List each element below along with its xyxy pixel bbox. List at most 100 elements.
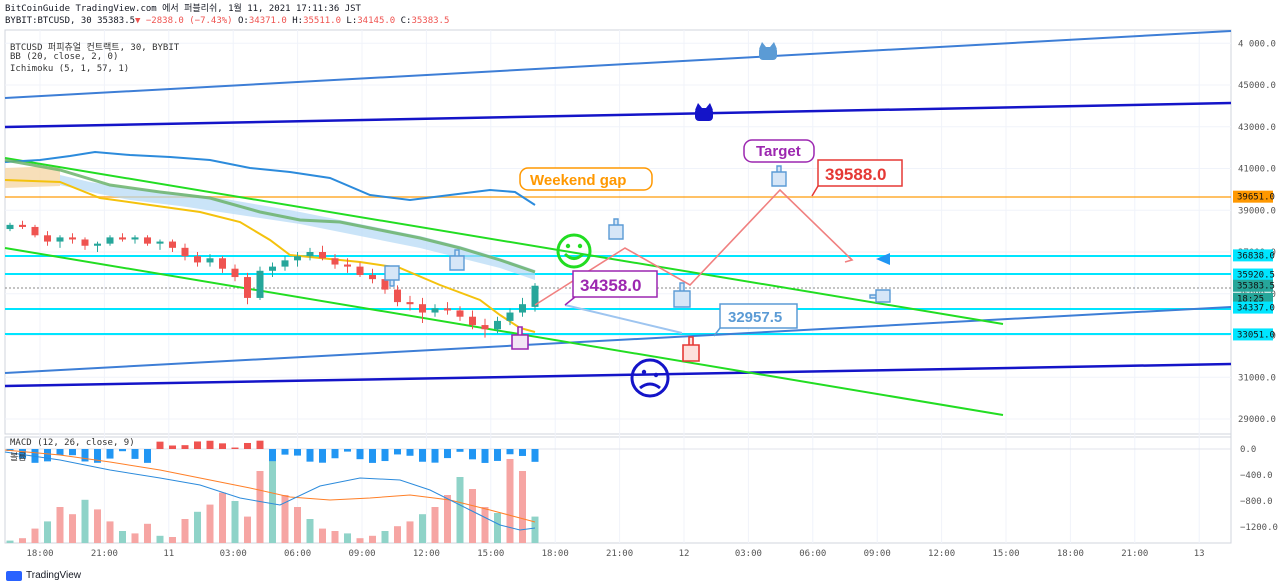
price-32957-callout[interactable]: 32957.5: [719, 303, 798, 329]
legend-symbol: BTCUSD 퍼피츄얼 컨트랙트, 30, BYBIT: [10, 43, 180, 53]
volume-bar: [331, 531, 339, 543]
time-tick: 09:00: [864, 549, 891, 559]
time-tick: 15:00: [477, 549, 504, 559]
macd-hist-bar: [56, 449, 64, 456]
candle-body: [531, 285, 539, 307]
hand-pointer-icon-2: [449, 249, 465, 271]
moving-average: [4, 179, 536, 333]
target-price-callout[interactable]: 39588.0: [817, 159, 903, 187]
price-tick: 45000.0: [1238, 81, 1276, 91]
price-label-badge: 35383.5: [1233, 279, 1275, 292]
macd-hist-bar: [206, 440, 214, 449]
macd-hist-bar: [119, 449, 126, 452]
volume-bar: [519, 471, 526, 543]
target-label: Target: [756, 143, 801, 160]
price-tick: 31000.0: [1238, 373, 1276, 383]
macd-histogram: [6, 440, 539, 543]
tradingview-logo[interactable]: TradingView: [6, 570, 81, 581]
time-tick: 12: [679, 549, 690, 559]
candle-body: [356, 266, 364, 275]
price-tick: 43000.0: [1238, 123, 1276, 133]
macd-hist-bar: [281, 449, 289, 455]
candle-body: [269, 266, 276, 271]
price-34358-callout[interactable]: 34358.0: [572, 270, 658, 298]
volume-bar: [219, 492, 226, 543]
macd-hist-bar: [406, 449, 414, 456]
macd-hist-bar: [306, 449, 314, 462]
c-label: C:: [400, 16, 412, 26]
candle-body: [469, 316, 476, 326]
time-tick: 03:00: [220, 549, 247, 559]
volume-bar: [406, 521, 414, 543]
candle-body: [144, 237, 151, 244]
candle-body: [106, 237, 114, 244]
candle-body: [406, 302, 414, 305]
macd-hist-bar: [144, 449, 151, 463]
purple-hand-pointer-icon: [511, 326, 529, 350]
price-tick: 29000.0: [1238, 415, 1276, 425]
arrow-to-32957: [564, 304, 683, 334]
macd-hist-bar: [506, 449, 514, 455]
macd-hist-bar: [531, 449, 539, 462]
green-lower-line[interactable]: [4, 247, 1004, 416]
volume-bar: [394, 526, 401, 543]
candle-body: [219, 258, 226, 269]
weekend-gap-callout[interactable]: Weekend gap: [519, 167, 653, 191]
hand-pointer-icon-3: [384, 265, 400, 287]
macd-hist-bar: [106, 449, 114, 459]
macd-hist-bar: [444, 449, 451, 459]
macd-hist-bar: [231, 447, 239, 449]
macd-hist-bar: [19, 449, 26, 459]
green-upper-line[interactable]: [4, 157, 1004, 325]
candles: [6, 220, 539, 338]
macd-hist-bar: [356, 449, 364, 460]
macd-hist-bar: [369, 449, 376, 463]
time-tick: 09:00: [348, 549, 375, 559]
time-tick: 12:00: [928, 549, 955, 559]
volume-bar: [506, 459, 514, 543]
tradingview-logo-text: TradingView: [26, 570, 82, 581]
macd-tick: −800.0: [1240, 497, 1273, 507]
channel-bottom-line[interactable]: [4, 306, 1232, 374]
dark-blue-top-line[interactable]: [4, 101, 1232, 129]
time-tick: 21:00: [91, 549, 118, 559]
volume-bar: [419, 514, 426, 543]
macd-pane[interactable]: [4, 436, 1232, 544]
volume-bar: [306, 519, 314, 543]
volume-bar: [181, 519, 189, 543]
candle-body: [381, 279, 389, 290]
macd-hist-bar: [419, 449, 426, 462]
time-tick: 18:00: [26, 549, 53, 559]
candle-body: [419, 304, 426, 313]
time-tick: 12:00: [413, 549, 440, 559]
o-label: O:: [238, 16, 249, 26]
volume-bar: [169, 537, 176, 543]
legend-macd: MACD (12, 26, close, 9): [10, 438, 135, 448]
time-tick: 13: [1194, 549, 1205, 559]
target-callout[interactable]: Target: [743, 139, 815, 163]
macd-hist-bar: [331, 449, 339, 459]
volume-bar: [81, 499, 89, 543]
h-label: H:: [292, 16, 304, 26]
candle-body: [31, 226, 39, 236]
volume-bar: [381, 531, 389, 543]
time-tick: 06:00: [284, 549, 311, 559]
volume-bar: [131, 533, 139, 543]
target-price-pointer: [811, 185, 819, 197]
price-change: −2838.0 (−7.43%): [145, 16, 233, 26]
candle-body: [281, 260, 289, 267]
volume-bar: [494, 513, 501, 543]
volume-bar: [144, 523, 151, 543]
close-value: 35383.5: [411, 16, 450, 26]
channel-top-line[interactable]: [4, 30, 1232, 99]
macd-hist-bar: [169, 445, 176, 449]
time-tick: 06:00: [799, 549, 826, 559]
time-tick: 15:00: [992, 549, 1019, 559]
volume-bar: [531, 516, 539, 543]
header-ohlc: BYBIT:BTCUSD, 30 35383.5▼ −2838.0 (−7.43…: [5, 16, 449, 26]
price-axis: 29000.031000.033000.035000.037000.039000…: [1238, 39, 1276, 425]
volume-bar: [94, 509, 101, 543]
dark-blue-bottom-line[interactable]: [4, 362, 1232, 388]
legend-bb: BB (20, close, 2, 0): [10, 52, 119, 62]
